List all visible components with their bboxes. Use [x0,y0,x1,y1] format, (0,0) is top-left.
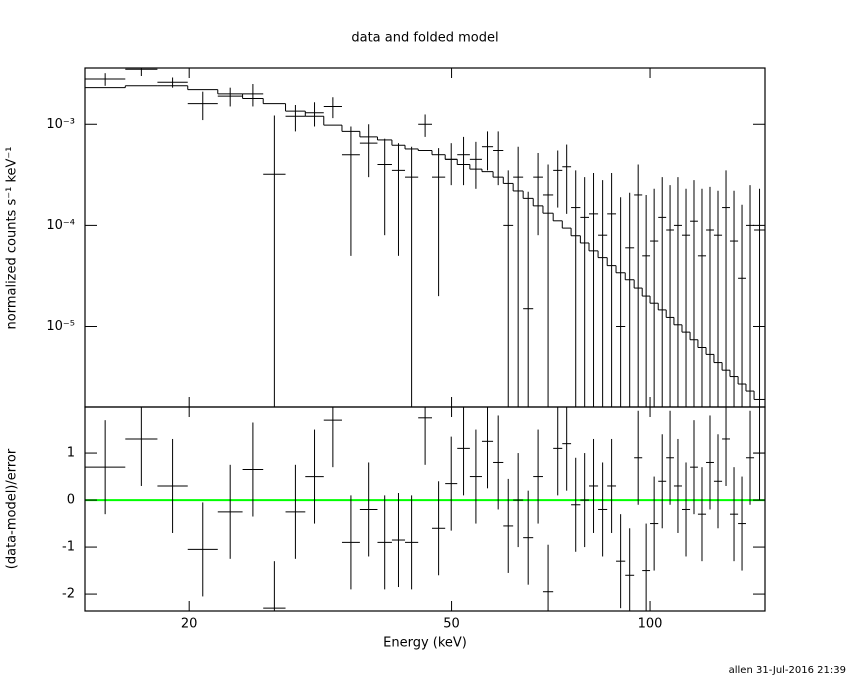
y-tick-label: 10⁻⁴ [46,218,75,233]
y-tick-label: 10⁻³ [46,117,75,132]
footer: allen 31-Jul-2016 21:39 [729,665,846,676]
x-tick-label: 100 [638,617,663,632]
x-tick-label: 50 [443,617,460,632]
chart-title: data and folded model [351,31,498,46]
plot-frame [84,406,766,612]
y-axis-label: (data-model)/error [5,448,20,569]
y-axis-label: normalized counts s⁻¹ keV⁻¹ [5,147,20,330]
x-tick-label: 20 [181,617,198,632]
y-tick-label: -1 [62,540,75,555]
y-tick-label: 1 [67,446,75,461]
y-tick-label: 10⁻⁵ [46,319,75,334]
y-tick-label: 0 [67,493,75,508]
x-axis-label: Energy (keV) [383,636,467,651]
plot-area [85,68,765,407]
plot-area [85,407,765,611]
y-tick-label: -2 [62,587,75,602]
